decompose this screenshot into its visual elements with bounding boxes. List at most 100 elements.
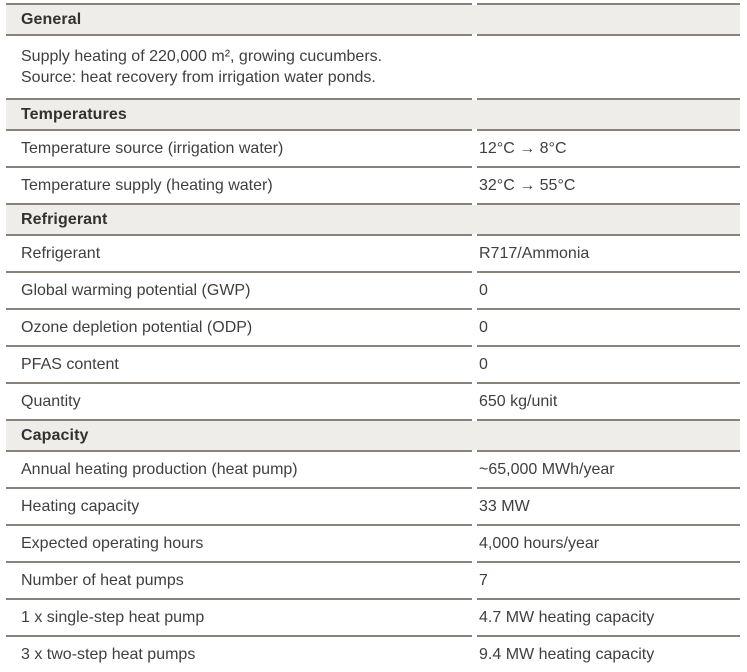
divider-segment-left [6, 3, 472, 5]
divider-segment-left [6, 450, 472, 452]
row-divider [6, 129, 740, 131]
divider-segment-right [477, 382, 740, 384]
section-title: Temperatures [21, 105, 127, 123]
spec-value: ~65,000 MWh/year [479, 460, 615, 478]
spec-row: 3 x two-step heat pumps 9.4 MW heating ca… [6, 637, 740, 672]
spec-value: 4.7 MW heating capacity [479, 608, 655, 626]
spec-value: 650 kg/unit [479, 392, 558, 410]
divider-segment-right [477, 34, 740, 36]
spec-row: Number of heat pumps 7 [6, 563, 740, 598]
row-divider [6, 450, 740, 452]
spec-row: 1 x single-step heat pump 4.7 MW heating … [6, 600, 740, 635]
divider-segment-right [477, 308, 740, 310]
divider-segment-left [6, 129, 472, 131]
divider-segment-left [6, 598, 472, 600]
divider-segment-right [477, 598, 740, 600]
spec-label: 1 x single-step heat pump [21, 608, 205, 626]
row-divider [6, 308, 740, 310]
divider-segment-left [6, 419, 472, 421]
row-divider [6, 98, 740, 100]
section-header-refrigerant: Refrigerant [6, 205, 740, 234]
section-title: General [21, 10, 82, 28]
spec-row: Temperature supply (heating water) 32°C →… [6, 168, 740, 203]
row-divider [6, 382, 740, 384]
spec-value: 4,000 hours/year [479, 534, 600, 552]
spec-row: Quantity 650 kg/unit [6, 384, 740, 419]
spec-label: Ozone depletion potential (ODP) [21, 318, 253, 336]
spec-value: 33 MW [479, 497, 530, 515]
spec-row: PFAS content 0 [6, 347, 740, 382]
spec-label: Temperature supply (heating water) [21, 176, 273, 194]
row-divider [6, 234, 740, 236]
row-divider [6, 524, 740, 526]
divider-segment-left [6, 487, 472, 489]
divider-segment-right [477, 129, 740, 131]
section-header-temperatures: Temperatures [6, 100, 740, 129]
spec-label: 3 x two-step heat pumps [21, 645, 196, 663]
spec-value: 0 [479, 355, 488, 373]
divider-segment-right [477, 271, 740, 273]
spec-value: 0 [479, 318, 488, 336]
row-divider [6, 419, 740, 421]
spec-label: Annual heating production (heat pump) [21, 460, 298, 478]
spec-label: Quantity [21, 392, 81, 410]
spec-row: Annual heating production (heat pump) ~65… [6, 452, 740, 487]
divider-segment-right [477, 98, 740, 100]
spec-label: Global warming potential (GWP) [21, 281, 251, 299]
divider-segment-right [477, 524, 740, 526]
spec-row: Temperature source (irrigation water) 12°… [6, 131, 740, 166]
row-divider [6, 487, 740, 489]
spec-row: Ozone depletion potential (ODP) 0 [6, 310, 740, 345]
spec-label: Temperature source (irrigation water) [21, 139, 284, 157]
row-divider [6, 345, 740, 347]
divider-segment-left [6, 345, 472, 347]
spec-row: Expected operating hours 4,000 hours/year [6, 526, 740, 561]
description-text: Supply heating of 220,000 m², growing cu… [6, 36, 740, 98]
row-divider [6, 598, 740, 600]
divider-segment-right [477, 234, 740, 236]
divider-segment-right [477, 166, 740, 168]
section-header-general: General [6, 5, 740, 34]
divider-segment-left [6, 271, 472, 273]
description-line: Source: heat recovery from irrigation wa… [21, 69, 376, 86]
spec-label: Number of heat pumps [21, 571, 184, 589]
row-divider [6, 561, 740, 563]
row-divider [6, 3, 740, 5]
divider-segment-right [477, 561, 740, 563]
section-title: Capacity [21, 426, 89, 444]
section-header-capacity: Capacity [6, 421, 740, 450]
row-divider [6, 271, 740, 273]
divider-segment-left [6, 203, 472, 205]
spec-value: 9.4 MW heating capacity [479, 645, 655, 663]
row-divider [6, 166, 740, 168]
spec-label: Heating capacity [21, 497, 140, 515]
divider-segment-left [6, 308, 472, 310]
spec-label: Refrigerant [21, 244, 101, 262]
spec-value: 32°C → 55°C [479, 176, 576, 194]
divider-segment-right [477, 487, 740, 489]
divider-segment-left [6, 524, 472, 526]
spec-value: 0 [479, 281, 488, 299]
divider-segment-left [6, 34, 472, 36]
divider-segment-right [477, 203, 740, 205]
spec-row: Refrigerant R717/Ammonia [6, 236, 740, 271]
divider-segment-left [6, 382, 472, 384]
divider-segment-left [6, 98, 472, 100]
description-line: Supply heating of 220,000 m², growing cu… [21, 48, 383, 65]
divider-segment-left [6, 561, 472, 563]
row-divider [6, 635, 740, 637]
spec-row: Heating capacity 33 MW [6, 489, 740, 524]
spec-row: Global warming potential (GWP) 0 [6, 273, 740, 308]
spec-label: Expected operating hours [21, 534, 204, 552]
divider-segment-right [477, 419, 740, 421]
divider-segment-right [477, 450, 740, 452]
row-divider [6, 34, 740, 36]
spec-label: PFAS content [21, 355, 119, 373]
section-title: Refrigerant [21, 210, 108, 228]
spec-value: R717/Ammonia [479, 244, 590, 262]
divider-segment-right [477, 635, 740, 637]
divider-segment-left [6, 635, 472, 637]
divider-segment-left [6, 166, 472, 168]
divider-segment-right [477, 345, 740, 347]
